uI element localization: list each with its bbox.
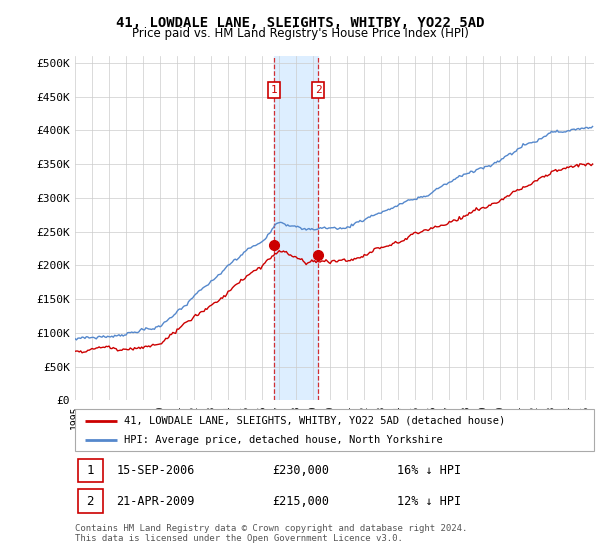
Text: 1: 1: [86, 464, 94, 477]
Text: 15-SEP-2006: 15-SEP-2006: [116, 464, 195, 477]
Bar: [274, 56, 318, 400]
Text: £230,000: £230,000: [272, 464, 329, 477]
Text: 16% ↓ HPI: 16% ↓ HPI: [397, 464, 461, 477]
Text: HPI: Average price, detached house, North Yorkshire: HPI: Average price, detached house, Nort…: [124, 435, 443, 445]
Text: 41, LOWDALE LANE, SLEIGHTS, WHITBY, YO22 5AD: 41, LOWDALE LANE, SLEIGHTS, WHITBY, YO22…: [116, 16, 484, 30]
Text: 41, LOWDALE LANE, SLEIGHTS, WHITBY, YO22 5AD (detached house): 41, LOWDALE LANE, SLEIGHTS, WHITBY, YO22…: [124, 416, 506, 426]
Text: Contains HM Land Registry data © Crown copyright and database right 2024.
This d: Contains HM Land Registry data © Crown c…: [75, 524, 467, 543]
Text: 12% ↓ HPI: 12% ↓ HPI: [397, 494, 461, 508]
Text: 1: 1: [271, 85, 278, 95]
FancyBboxPatch shape: [77, 489, 103, 513]
Text: 21-APR-2009: 21-APR-2009: [116, 494, 195, 508]
Text: 2: 2: [315, 85, 322, 95]
Text: 2: 2: [86, 494, 94, 508]
Text: Price paid vs. HM Land Registry's House Price Index (HPI): Price paid vs. HM Land Registry's House …: [131, 27, 469, 40]
FancyBboxPatch shape: [77, 459, 103, 482]
Text: £215,000: £215,000: [272, 494, 329, 508]
FancyBboxPatch shape: [75, 409, 594, 451]
